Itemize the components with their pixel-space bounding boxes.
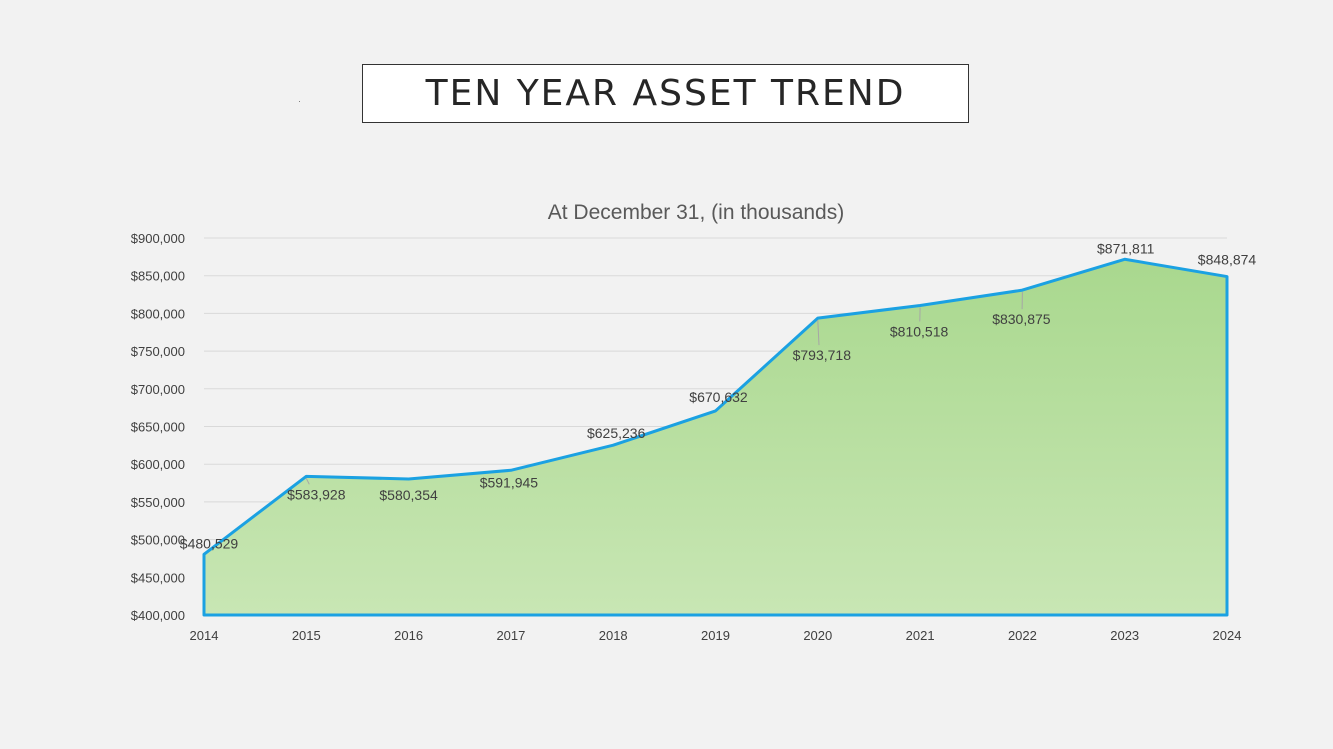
data-label: $848,874 — [1198, 252, 1257, 268]
x-tick-label: 2023 — [1110, 628, 1139, 643]
data-label: $591,945 — [480, 474, 539, 490]
data-label: $871,811 — [1097, 240, 1155, 256]
x-tick-label: 2021 — [906, 628, 935, 643]
x-tick-label: 2024 — [1213, 628, 1242, 643]
data-label: $583,928 — [287, 486, 346, 502]
y-tick-label: $600,000 — [131, 457, 185, 472]
x-tick-label: 2022 — [1008, 628, 1037, 643]
y-tick-label: $650,000 — [131, 420, 185, 435]
data-label: $480,529 — [180, 535, 239, 551]
y-tick-label: $450,000 — [131, 570, 185, 585]
y-tick-label: $700,000 — [131, 382, 185, 397]
slide-title: TEN YEAR ASSET TREND — [425, 73, 906, 114]
y-tick-label: $900,000 — [131, 231, 185, 246]
asset-area — [202, 257, 1229, 617]
y-tick-label: $500,000 — [131, 533, 185, 548]
data-label: $670,632 — [689, 389, 748, 405]
chart-title: At December 31, (in thousands) — [548, 201, 844, 224]
area-layer — [202, 257, 1229, 617]
stray-dot — [299, 101, 300, 102]
x-tick-label: 2018 — [599, 628, 628, 643]
x-tick-label: 2014 — [190, 628, 219, 643]
data-label: $810,518 — [890, 323, 949, 339]
x-tick-label: 2017 — [496, 628, 525, 643]
data-label: $625,236 — [587, 425, 646, 441]
data-labels: $480,529 $583,928 $580,354 $591,945 $625,236… — [180, 240, 1257, 551]
data-label: $793,718 — [793, 347, 852, 363]
x-tick-label: 2019 — [701, 628, 730, 643]
y-axis-ticks: $400,000 $450,000 $500,000 $550,000 $600,000… — [131, 231, 185, 623]
x-tick-label: 2020 — [803, 628, 832, 643]
data-label: $830,875 — [992, 311, 1051, 327]
x-tick-label: 2016 — [394, 628, 423, 643]
leader-line — [305, 478, 310, 485]
y-tick-label: $400,000 — [131, 608, 185, 623]
x-axis-ticks: 2014 2015 2016 2017 2018 2019 2020 2021 2022 2023… — [190, 628, 1242, 643]
x-tick-label: 2015 — [292, 628, 321, 643]
y-tick-label: $850,000 — [131, 269, 185, 284]
y-tick-label: $550,000 — [131, 495, 185, 510]
slide-title-box: TEN YEAR ASSET TREND — [362, 64, 969, 123]
y-tick-label: $800,000 — [131, 306, 185, 321]
leader-line — [817, 320, 820, 346]
y-tick-label: $750,000 — [131, 344, 185, 359]
data-label: $580,354 — [379, 487, 438, 503]
